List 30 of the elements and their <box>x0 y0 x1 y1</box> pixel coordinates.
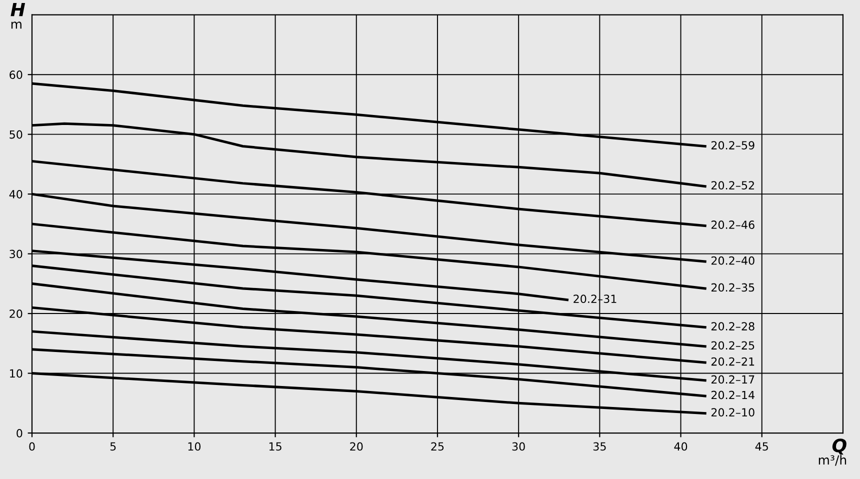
x-tick-label: 40 <box>674 442 688 451</box>
series-label: 20.2–25 <box>711 341 754 350</box>
x-tick-label: 25 <box>431 442 444 451</box>
series-label: 20.2–17 <box>711 375 754 384</box>
y-tick-label: 40 <box>9 190 22 198</box>
y-tick-label: 30 <box>10 250 22 258</box>
x-tick-label: 0 <box>29 442 35 451</box>
series-label: 20.2–28 <box>711 322 754 331</box>
x-tick-label: 30 <box>512 442 525 451</box>
y-axis-title: H m <box>10 2 26 29</box>
x-tick-label: 15 <box>269 442 282 451</box>
x-tick-label: 5 <box>110 442 116 451</box>
series-label: 20.2–21 <box>711 357 754 366</box>
y-tick-label: 60 <box>10 70 22 79</box>
series-label: 20.2–10 <box>711 408 754 417</box>
series-label: 20.2–14 <box>711 390 754 400</box>
x-tick-label: 20 <box>350 442 363 451</box>
y-tick-label: 50 <box>10 130 22 139</box>
x-tick-label: 35 <box>593 442 606 451</box>
series-label: 20.2–40 <box>711 256 754 265</box>
series-label: 20.2–59 <box>711 141 754 150</box>
x-tick-label: 10 <box>188 442 201 451</box>
y-tick-label: 0 <box>16 428 22 438</box>
series-label: 20.2–52 <box>711 181 754 190</box>
series-label: 20.2–46 <box>711 220 754 229</box>
x-axis-title: Q m³/h <box>818 438 846 466</box>
y-tick-label: 20 <box>10 310 22 318</box>
x-tick-label: 45 <box>755 442 768 451</box>
y-tick-label: 10 <box>10 369 22 378</box>
series-label: 20.2–35 <box>711 283 754 292</box>
